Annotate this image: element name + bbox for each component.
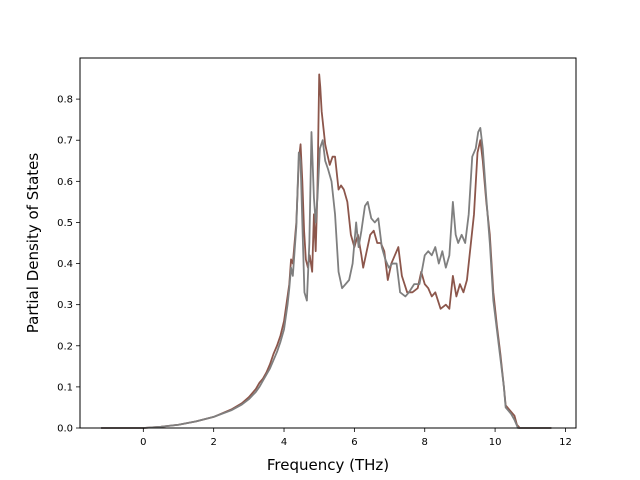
y-tick-label: 0.7 [57,136,73,147]
x-tick-label: 6 [351,437,357,448]
y-tick-label: 0.3 [57,300,73,311]
y-tick-label: 0.5 [57,218,73,229]
y-tick-label: 0.4 [57,259,73,270]
y-tick-label: 0.2 [57,341,73,352]
y-tick-label: 0.8 [57,95,73,106]
x-axis-ticks: 0 2 4 6 8 10 12 [140,428,572,448]
y-axis-ticks: 0.0 0.1 0.2 0.3 0.4 0.5 0.6 0.7 0.8 [57,95,80,435]
x-tick-label: 0 [140,437,146,448]
plot-area [80,58,576,428]
x-axis-label: Frequency (THz) [267,456,389,474]
plot-frame [79,57,577,429]
series-lines [101,73,552,429]
y-tick-label: 0.6 [57,177,73,188]
y-tick-label: 0.0 [57,424,73,435]
y-tick-label: 0.1 [57,382,73,393]
x-tick-label: 2 [210,437,216,448]
x-tick-label: 4 [281,437,287,448]
series-line-1 [101,73,552,429]
y-axis-label: Partial Density of States [24,153,42,334]
x-tick-label: 8 [422,437,428,448]
series-line-2 [101,126,552,429]
x-tick-label: 10 [489,437,502,448]
x-tick-label: 12 [559,437,572,448]
